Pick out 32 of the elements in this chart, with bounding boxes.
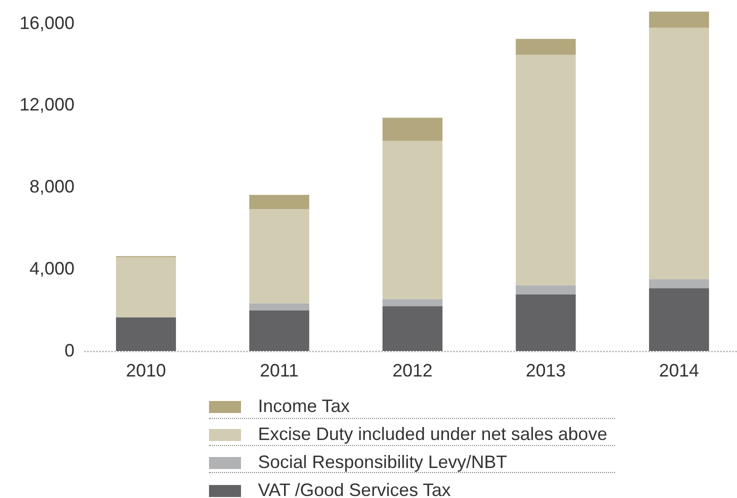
x-tick-label: 2014 [659,360,700,380]
legend-label: Income Tax [258,396,350,416]
bar [649,288,710,351]
bar [649,28,710,280]
bar [516,38,576,55]
bar [382,299,442,306]
bar [249,310,310,351]
bar [382,306,442,351]
legend-label: Excise Duty included under net sales above [258,424,608,444]
y-tick-label: 0 [64,340,74,360]
bar [116,257,176,318]
bar [116,317,176,351]
y-tick-label: 4,000 [29,258,74,279]
y-tick-label: 16,000 [19,12,74,33]
bar [516,294,576,351]
bar [382,118,442,141]
bar [382,140,442,300]
legend-label: Social Responsibility Levy/NBT [258,452,508,472]
bar [249,194,310,210]
bar [516,54,576,286]
x-tick-label: 2010 [126,360,166,380]
x-tick-label: 2013 [526,360,566,380]
x-tick-label: 2011 [260,360,299,380]
bar [649,12,710,28]
y-tick-label: 12,000 [19,94,74,115]
y-tick-label: 8,000 [29,176,74,197]
bar [516,285,576,294]
legend-label: VAT /Good Services Tax [258,480,451,498]
bar [249,303,310,310]
x-tick-label: 2012 [392,360,433,380]
bar [649,279,710,288]
bar [249,209,310,304]
